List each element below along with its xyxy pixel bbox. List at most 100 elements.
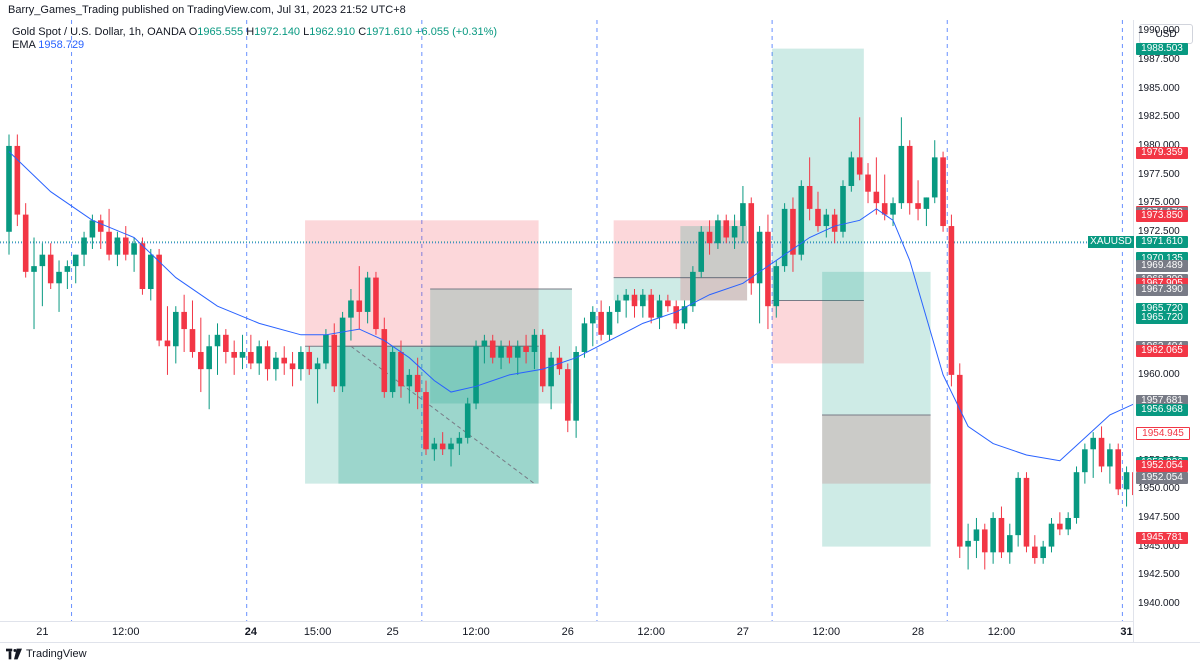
- tradingview-logo[interactable]: TradingView: [6, 648, 87, 660]
- price-tag: 1945.781: [1136, 531, 1188, 544]
- candle-body: [740, 203, 746, 227]
- candle-body: [881, 203, 888, 215]
- candle-body: [72, 254, 79, 267]
- candle-body: [973, 529, 980, 541]
- price-tick-label: 1942.500: [1138, 569, 1180, 581]
- candle-body: [89, 220, 96, 238]
- candle-body: [1107, 449, 1113, 467]
- candle-body: [965, 540, 971, 547]
- candle-body: [1057, 523, 1063, 530]
- candle-body: [523, 346, 529, 352]
- time-tick-label: 31: [1120, 626, 1133, 638]
- price-tick-label: 1947.500: [1138, 511, 1180, 523]
- time-axis[interactable]: [0, 621, 1133, 642]
- time-tick-label: 28: [911, 626, 925, 638]
- candle-body: [481, 340, 488, 347]
- candle-body: [823, 214, 830, 227]
- candle-body: [198, 351, 204, 370]
- price-tick-label: 1975.000: [1138, 197, 1180, 209]
- legend: Gold Spot / U.S. Dollar, 1h, OANDA O1965…: [12, 26, 497, 52]
- candle-body: [756, 231, 763, 284]
- candle-body: [464, 403, 471, 438]
- candle-body: [640, 294, 646, 307]
- candle-body: [97, 220, 104, 232]
- candle-body: [1015, 477, 1021, 536]
- candle-body: [381, 329, 388, 393]
- candle-body: [314, 363, 321, 370]
- candle-body: [715, 220, 721, 244]
- candle-body: [139, 243, 146, 290]
- candle-body: [248, 351, 254, 364]
- legend-symbol[interactable]: Gold Spot / U.S. Dollar, 1h, OANDA: [12, 26, 186, 38]
- price-tag: 1967.390: [1136, 284, 1188, 297]
- price-tick-label: 1982.500: [1138, 111, 1180, 123]
- candle-body: [264, 346, 271, 370]
- candle-body: [498, 346, 504, 358]
- candle-body: [606, 311, 613, 335]
- candle-body: [948, 226, 955, 375]
- candle-body: [323, 334, 329, 364]
- candle-body: [773, 266, 780, 307]
- candle-body: [981, 529, 988, 553]
- candle-body: [406, 374, 413, 387]
- candle-body: [356, 300, 363, 312]
- publisher-line: Barry_Games_Trading published on Trading…: [8, 4, 406, 16]
- chart-area[interactable]: [0, 20, 1133, 642]
- price-tick-label: 1980.000: [1138, 139, 1180, 151]
- candle-body: [898, 145, 905, 204]
- time-tick-label: 27: [736, 626, 750, 638]
- candle-body: [489, 340, 496, 358]
- candle-body: [990, 517, 996, 553]
- price-tag: 1969.489: [1136, 260, 1188, 273]
- ema-line: [8, 151, 1133, 462]
- candle-body: [514, 346, 521, 358]
- candle-body: [331, 334, 338, 387]
- legend-high-label: H: [246, 26, 255, 38]
- time-tick-label: 12:00: [987, 626, 1016, 638]
- candle-body: [906, 145, 913, 204]
- price-tick-label: 1990.000: [1138, 25, 1180, 37]
- candle-body: [915, 203, 921, 209]
- candle-body: [189, 329, 196, 352]
- price-tick-label: 1960.000: [1138, 368, 1180, 380]
- candle-body: [1040, 546, 1046, 559]
- price-tick-label: 1945.000: [1138, 540, 1180, 552]
- candle-body: [306, 351, 313, 370]
- candle-body: [431, 443, 438, 450]
- time-tick-label: 12:00: [812, 626, 841, 638]
- legend-open-label: O: [188, 26, 198, 38]
- candle-body: [223, 334, 229, 352]
- time-tick-label: 12:00: [462, 626, 490, 638]
- legend-high-value: 1972.140: [254, 26, 301, 38]
- legend-ema-row[interactable]: EMA 1958.729: [12, 39, 497, 52]
- candle-body: [439, 443, 446, 450]
- candle-body: [840, 185, 846, 232]
- candle-body: [940, 157, 946, 227]
- price-tag: 1952.054: [1136, 459, 1188, 472]
- candle-body: [31, 266, 37, 272]
- candle-body: [364, 277, 371, 312]
- candle-body: [56, 271, 62, 284]
- candle-body: [706, 231, 713, 244]
- candle-body: [348, 300, 354, 318]
- candle-body: [531, 334, 538, 352]
- tradingview-logo-text: TradingView: [26, 648, 87, 660]
- legend-ohlc-row: Gold Spot / U.S. Dollar, 1h, OANDA O1965…: [12, 26, 497, 39]
- candle-body: [681, 306, 688, 324]
- candle-body: [798, 185, 805, 255]
- candle-body: [1132, 472, 1133, 496]
- price-tag: 1979.359: [1136, 147, 1188, 160]
- candle-body: [748, 203, 755, 284]
- time-tick-label: 26: [561, 626, 574, 638]
- candle-body: [623, 294, 629, 301]
- candlestick-chart[interactable]: [0, 20, 1133, 621]
- price-tag: 1971.610: [1136, 235, 1188, 248]
- legend-close-label: C: [358, 26, 367, 38]
- price-tick-label: 1985.000: [1138, 82, 1180, 94]
- candle-body: [648, 294, 654, 318]
- long-position-stop-zone: [772, 300, 864, 364]
- candle-body: [1048, 523, 1055, 547]
- candle-body: [998, 517, 1005, 553]
- candle-body: [831, 214, 838, 232]
- candle-body: [414, 374, 421, 393]
